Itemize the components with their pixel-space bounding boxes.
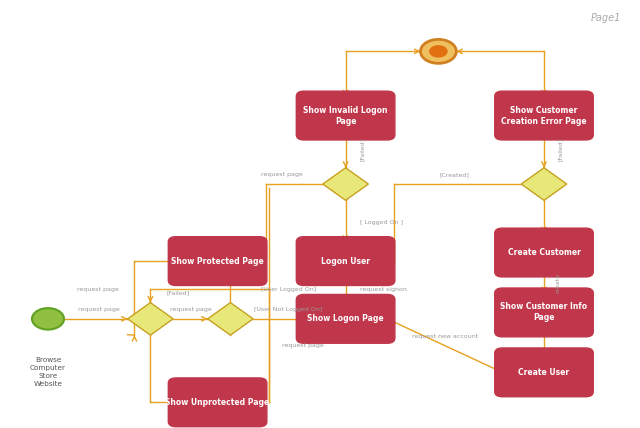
Text: Show Invalid Logon
Page: Show Invalid Logon Page (303, 106, 388, 125)
FancyBboxPatch shape (296, 91, 395, 140)
FancyBboxPatch shape (296, 237, 395, 285)
FancyBboxPatch shape (495, 91, 593, 140)
Text: request page: request page (260, 172, 303, 177)
Text: request page: request page (77, 288, 118, 292)
Text: [Failed]: [Failed] (360, 138, 365, 161)
Polygon shape (521, 168, 567, 200)
Text: Show Unprotected Page: Show Unprotected Page (166, 398, 269, 407)
Text: request page: request page (282, 343, 323, 348)
FancyBboxPatch shape (168, 237, 267, 285)
Text: request signon: request signon (360, 288, 406, 292)
Text: [User Not Logged On]: [User Not Logged On] (254, 307, 322, 312)
Text: [User Logged On]: [User Logged On] (261, 288, 316, 292)
Text: [Failed]: [Failed] (166, 291, 189, 296)
Text: Show Protected Page: Show Protected Page (172, 256, 264, 266)
FancyBboxPatch shape (168, 378, 267, 427)
FancyBboxPatch shape (495, 348, 593, 397)
Text: [Created]: [Created] (439, 172, 469, 177)
Polygon shape (127, 303, 173, 335)
Text: request page: request page (78, 307, 120, 312)
Text: [ Logged On ]: [ Logged On ] (360, 220, 403, 225)
Text: [Failed]: [Failed] (558, 138, 563, 161)
Polygon shape (323, 168, 369, 200)
Text: request new account: request new account (412, 334, 478, 339)
Text: Browse
Computer
Store
Website: Browse Computer Store Website (30, 357, 66, 387)
Text: Create User: Create User (518, 368, 570, 377)
Circle shape (429, 45, 448, 58)
Text: Show Logon Page: Show Logon Page (307, 314, 384, 324)
FancyBboxPatch shape (495, 288, 593, 337)
Text: Logon User: Logon User (321, 256, 370, 266)
Circle shape (420, 39, 456, 63)
Text: Show Customer
Creation Error Page: Show Customer Creation Error Page (501, 106, 587, 125)
Text: Page1: Page1 (591, 13, 621, 23)
Text: request page: request page (170, 307, 211, 312)
FancyBboxPatch shape (296, 294, 395, 343)
FancyBboxPatch shape (495, 228, 593, 277)
Text: Show Customer Info
Page: Show Customer Info Page (500, 303, 588, 322)
Polygon shape (207, 303, 253, 335)
Text: create: create (556, 272, 561, 293)
Text: Create Customer: Create Customer (508, 248, 580, 257)
Circle shape (32, 308, 64, 330)
